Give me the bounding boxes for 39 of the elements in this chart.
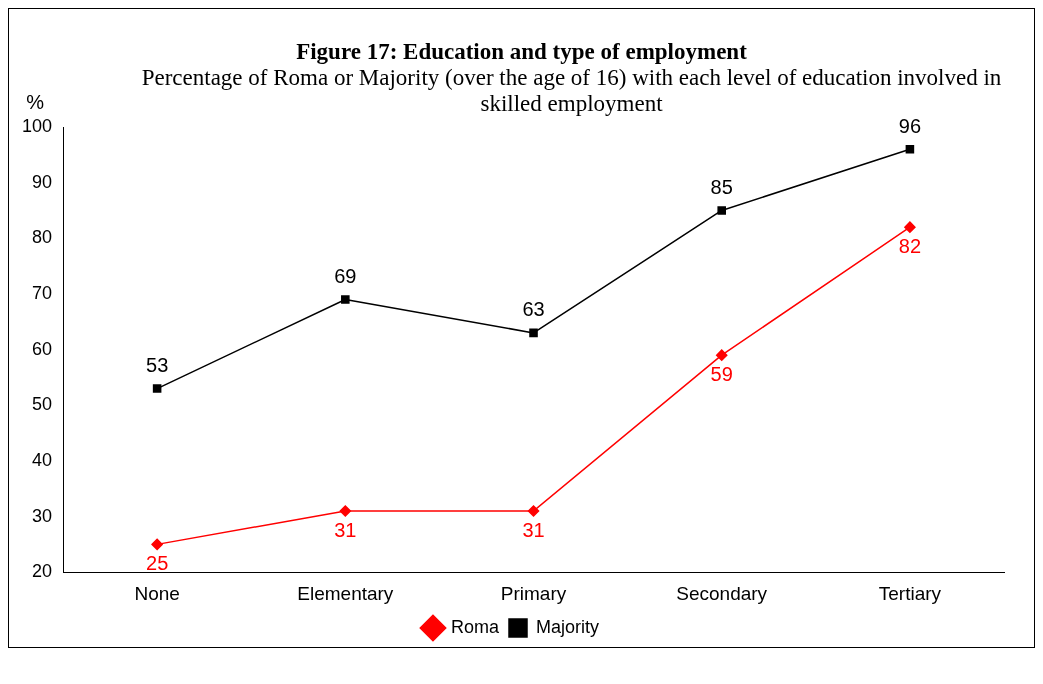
- x-tick-label: Primary: [500, 582, 567, 604]
- chart-subtitle: Percentage of Roma or Majority (over the age of 16) with each level of education involved in skilled employment: [141, 65, 1002, 116]
- point: [715, 349, 728, 361]
- point: [527, 505, 540, 517]
- y-axis-title: %: [26, 90, 45, 113]
- y-tick-label: 70: [32, 282, 53, 303]
- data-label: 25: [146, 551, 169, 574]
- y-tick-label: 50: [32, 394, 53, 415]
- data-label: 31: [522, 518, 545, 541]
- data-label: 63: [522, 298, 545, 321]
- x-tick-label: Elementary: [297, 582, 394, 604]
- legend-label: Majority: [536, 616, 600, 637]
- data-label: 96: [898, 114, 922, 137]
- point: [341, 295, 350, 304]
- x-tick-label: Tertiary: [878, 582, 942, 604]
- data-label: 85: [710, 175, 733, 198]
- data-label: 31: [334, 518, 357, 541]
- y-tick-label: 20: [32, 561, 53, 582]
- point: [151, 538, 163, 551]
- point: [339, 505, 352, 517]
- y-tick-label: 60: [32, 338, 53, 359]
- y-tick-label: 90: [32, 171, 53, 192]
- legend-label: Roma: [450, 616, 500, 637]
- x-tick-label: Secondary: [676, 582, 768, 604]
- y-tick-label: 80: [32, 227, 53, 248]
- data-label: 53: [146, 354, 169, 377]
- point: [717, 206, 726, 215]
- data-label: 82: [898, 234, 922, 257]
- x-tick-label: None: [134, 582, 180, 604]
- y-tick-label: 30: [32, 505, 53, 526]
- y-tick-label: 100: [21, 115, 53, 136]
- chart-title: Figure 17: Education and type of employment: [295, 39, 748, 65]
- y-tick-label: 40: [32, 449, 53, 470]
- point: [905, 144, 915, 154]
- point: [152, 384, 162, 393]
- data-label: 69: [334, 265, 357, 288]
- data-label: 59: [710, 362, 733, 385]
- point: [529, 328, 538, 338]
- point: [904, 221, 916, 233]
